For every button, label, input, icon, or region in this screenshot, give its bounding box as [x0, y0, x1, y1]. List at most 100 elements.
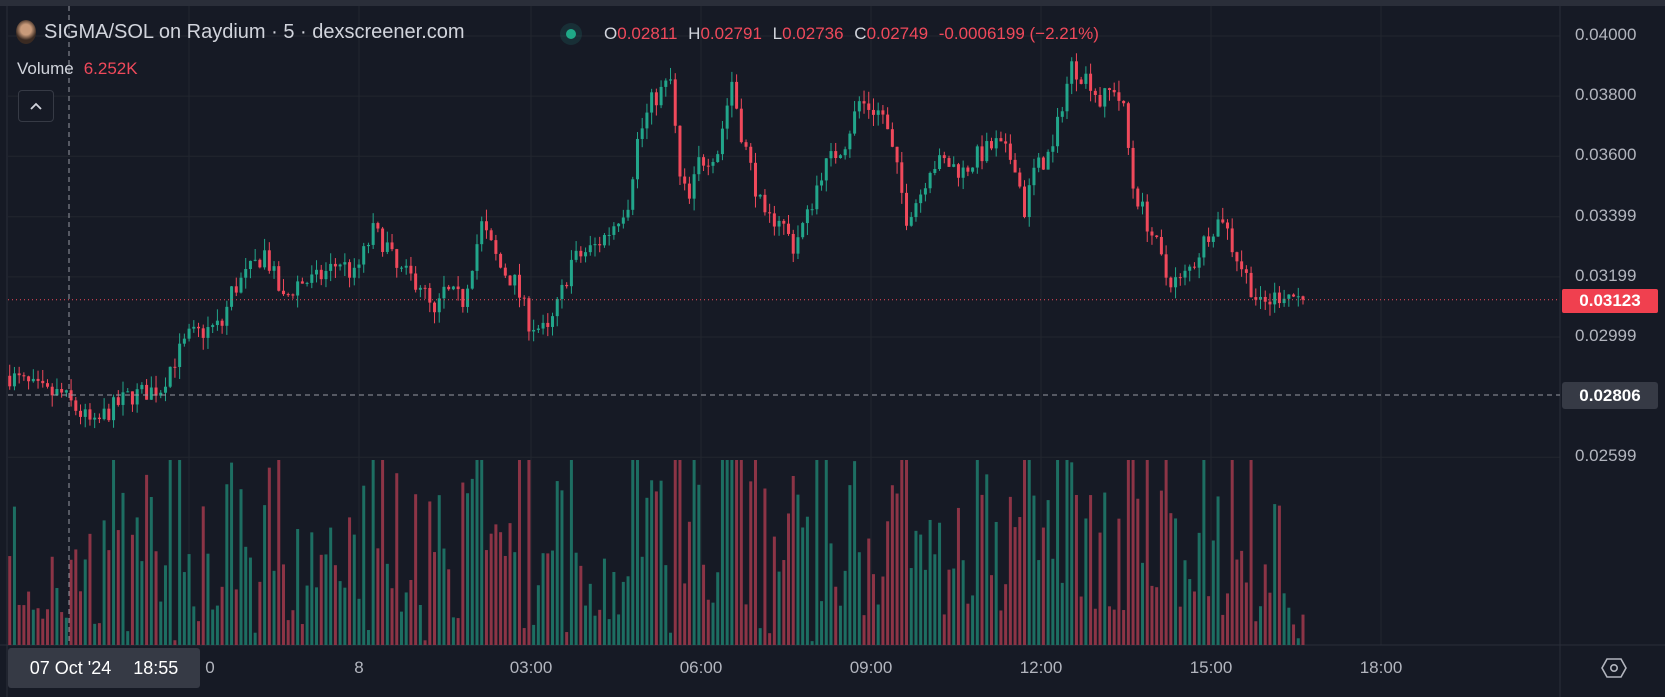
candle-body	[357, 264, 361, 268]
candle-body	[1301, 296, 1305, 300]
candle-body	[1273, 292, 1277, 305]
volume-bar	[470, 478, 474, 645]
candle-body	[1013, 159, 1017, 173]
candle-body	[716, 154, 720, 163]
volume-bar	[772, 536, 776, 645]
volume-bar	[650, 480, 654, 645]
candle-body	[107, 408, 111, 421]
volume-bar	[546, 553, 550, 645]
volume-bar	[244, 546, 248, 645]
candle-body	[1018, 172, 1022, 187]
candle-body	[1136, 188, 1140, 207]
price-tick-label: 0.02599	[1575, 446, 1637, 466]
volume-bar	[366, 630, 370, 645]
candle-body	[1141, 201, 1145, 207]
candle-body	[182, 338, 186, 344]
candle-body	[1027, 185, 1031, 218]
candle-body	[720, 128, 724, 155]
volume-bar	[1254, 621, 1258, 645]
volume-bar	[1292, 624, 1296, 645]
time-tick-label: 09:00	[849, 658, 893, 677]
volume-bar	[555, 481, 559, 645]
candle-body	[829, 151, 833, 159]
volume-bar	[395, 473, 399, 645]
candle-body	[31, 378, 35, 382]
time-tick-label: 06:00	[679, 658, 723, 677]
volume-bar	[381, 460, 385, 645]
candle-body	[692, 174, 696, 199]
volume-bar	[678, 460, 682, 645]
volume-bar	[69, 559, 73, 645]
volume-bar	[362, 485, 366, 645]
candle-body	[319, 269, 323, 280]
volume-bar	[27, 591, 31, 645]
volume-bar	[1225, 593, 1229, 645]
low-value: 0.02736	[782, 24, 844, 43]
volume-bar	[1126, 460, 1130, 645]
volume-bar	[768, 633, 772, 645]
candle-body	[475, 244, 479, 271]
volume-bar	[409, 579, 413, 645]
chart-settings-button[interactable]	[1600, 656, 1628, 685]
volume-bar	[1259, 606, 1263, 645]
volume-bar	[461, 482, 465, 645]
volume-bar	[565, 632, 569, 645]
current-price-label: 0.03123	[1562, 289, 1658, 313]
candle-body	[1070, 61, 1074, 84]
candle-body	[909, 217, 913, 226]
volume-bar	[230, 462, 234, 645]
crosshair-time-label: 07 Oct '24 18:55	[8, 648, 200, 688]
candle-body	[584, 252, 588, 257]
volume-bar	[1008, 496, 1012, 645]
volume-bar	[211, 609, 215, 645]
collapse-legend-button[interactable]	[18, 90, 54, 122]
candle-body	[1008, 143, 1012, 160]
candle-body	[914, 203, 918, 218]
candle-body	[154, 387, 158, 396]
candle-body	[390, 242, 394, 250]
volume-bar	[1244, 582, 1248, 645]
volume-bar	[1098, 532, 1102, 645]
candle-body	[442, 286, 446, 299]
volume-bar	[1263, 564, 1267, 645]
candle-body	[409, 265, 413, 274]
candle-body	[263, 250, 267, 268]
market-status-icon[interactable]	[560, 23, 582, 45]
candle-body	[678, 125, 682, 177]
volume-bar	[1145, 460, 1149, 645]
time-tick-label: 8	[354, 658, 364, 677]
candle-body	[414, 273, 418, 290]
volume-bar	[871, 574, 875, 645]
candle-body	[1178, 277, 1182, 279]
volume-bar	[1296, 638, 1300, 645]
candle-body	[1277, 292, 1281, 304]
candle-body	[1093, 90, 1097, 95]
volume-bar	[315, 587, 319, 645]
volume-bar	[1282, 593, 1286, 645]
candle-body	[1074, 61, 1078, 80]
candle-body	[857, 101, 861, 112]
volume-bar	[867, 538, 871, 645]
volume-bar	[352, 534, 356, 645]
candle-body	[650, 92, 654, 113]
candle-body	[867, 103, 871, 110]
candle-body	[197, 326, 201, 329]
volume-bar	[919, 534, 923, 645]
candle-body	[980, 146, 984, 162]
volume-bar	[551, 550, 555, 645]
volume-bar	[310, 532, 314, 645]
volume-bar	[74, 549, 78, 645]
candle-body	[480, 221, 484, 245]
candle-body	[239, 277, 243, 293]
volume-bar	[1211, 540, 1215, 645]
candle-body	[64, 390, 68, 393]
candle-body	[838, 155, 842, 159]
candle-body	[258, 259, 262, 268]
candle-body	[272, 266, 276, 271]
volume-bar	[159, 601, 163, 645]
volume-bar	[1018, 517, 1022, 645]
candle-body	[1041, 157, 1045, 170]
candle-body	[791, 233, 795, 254]
candle-body	[1122, 100, 1126, 104]
